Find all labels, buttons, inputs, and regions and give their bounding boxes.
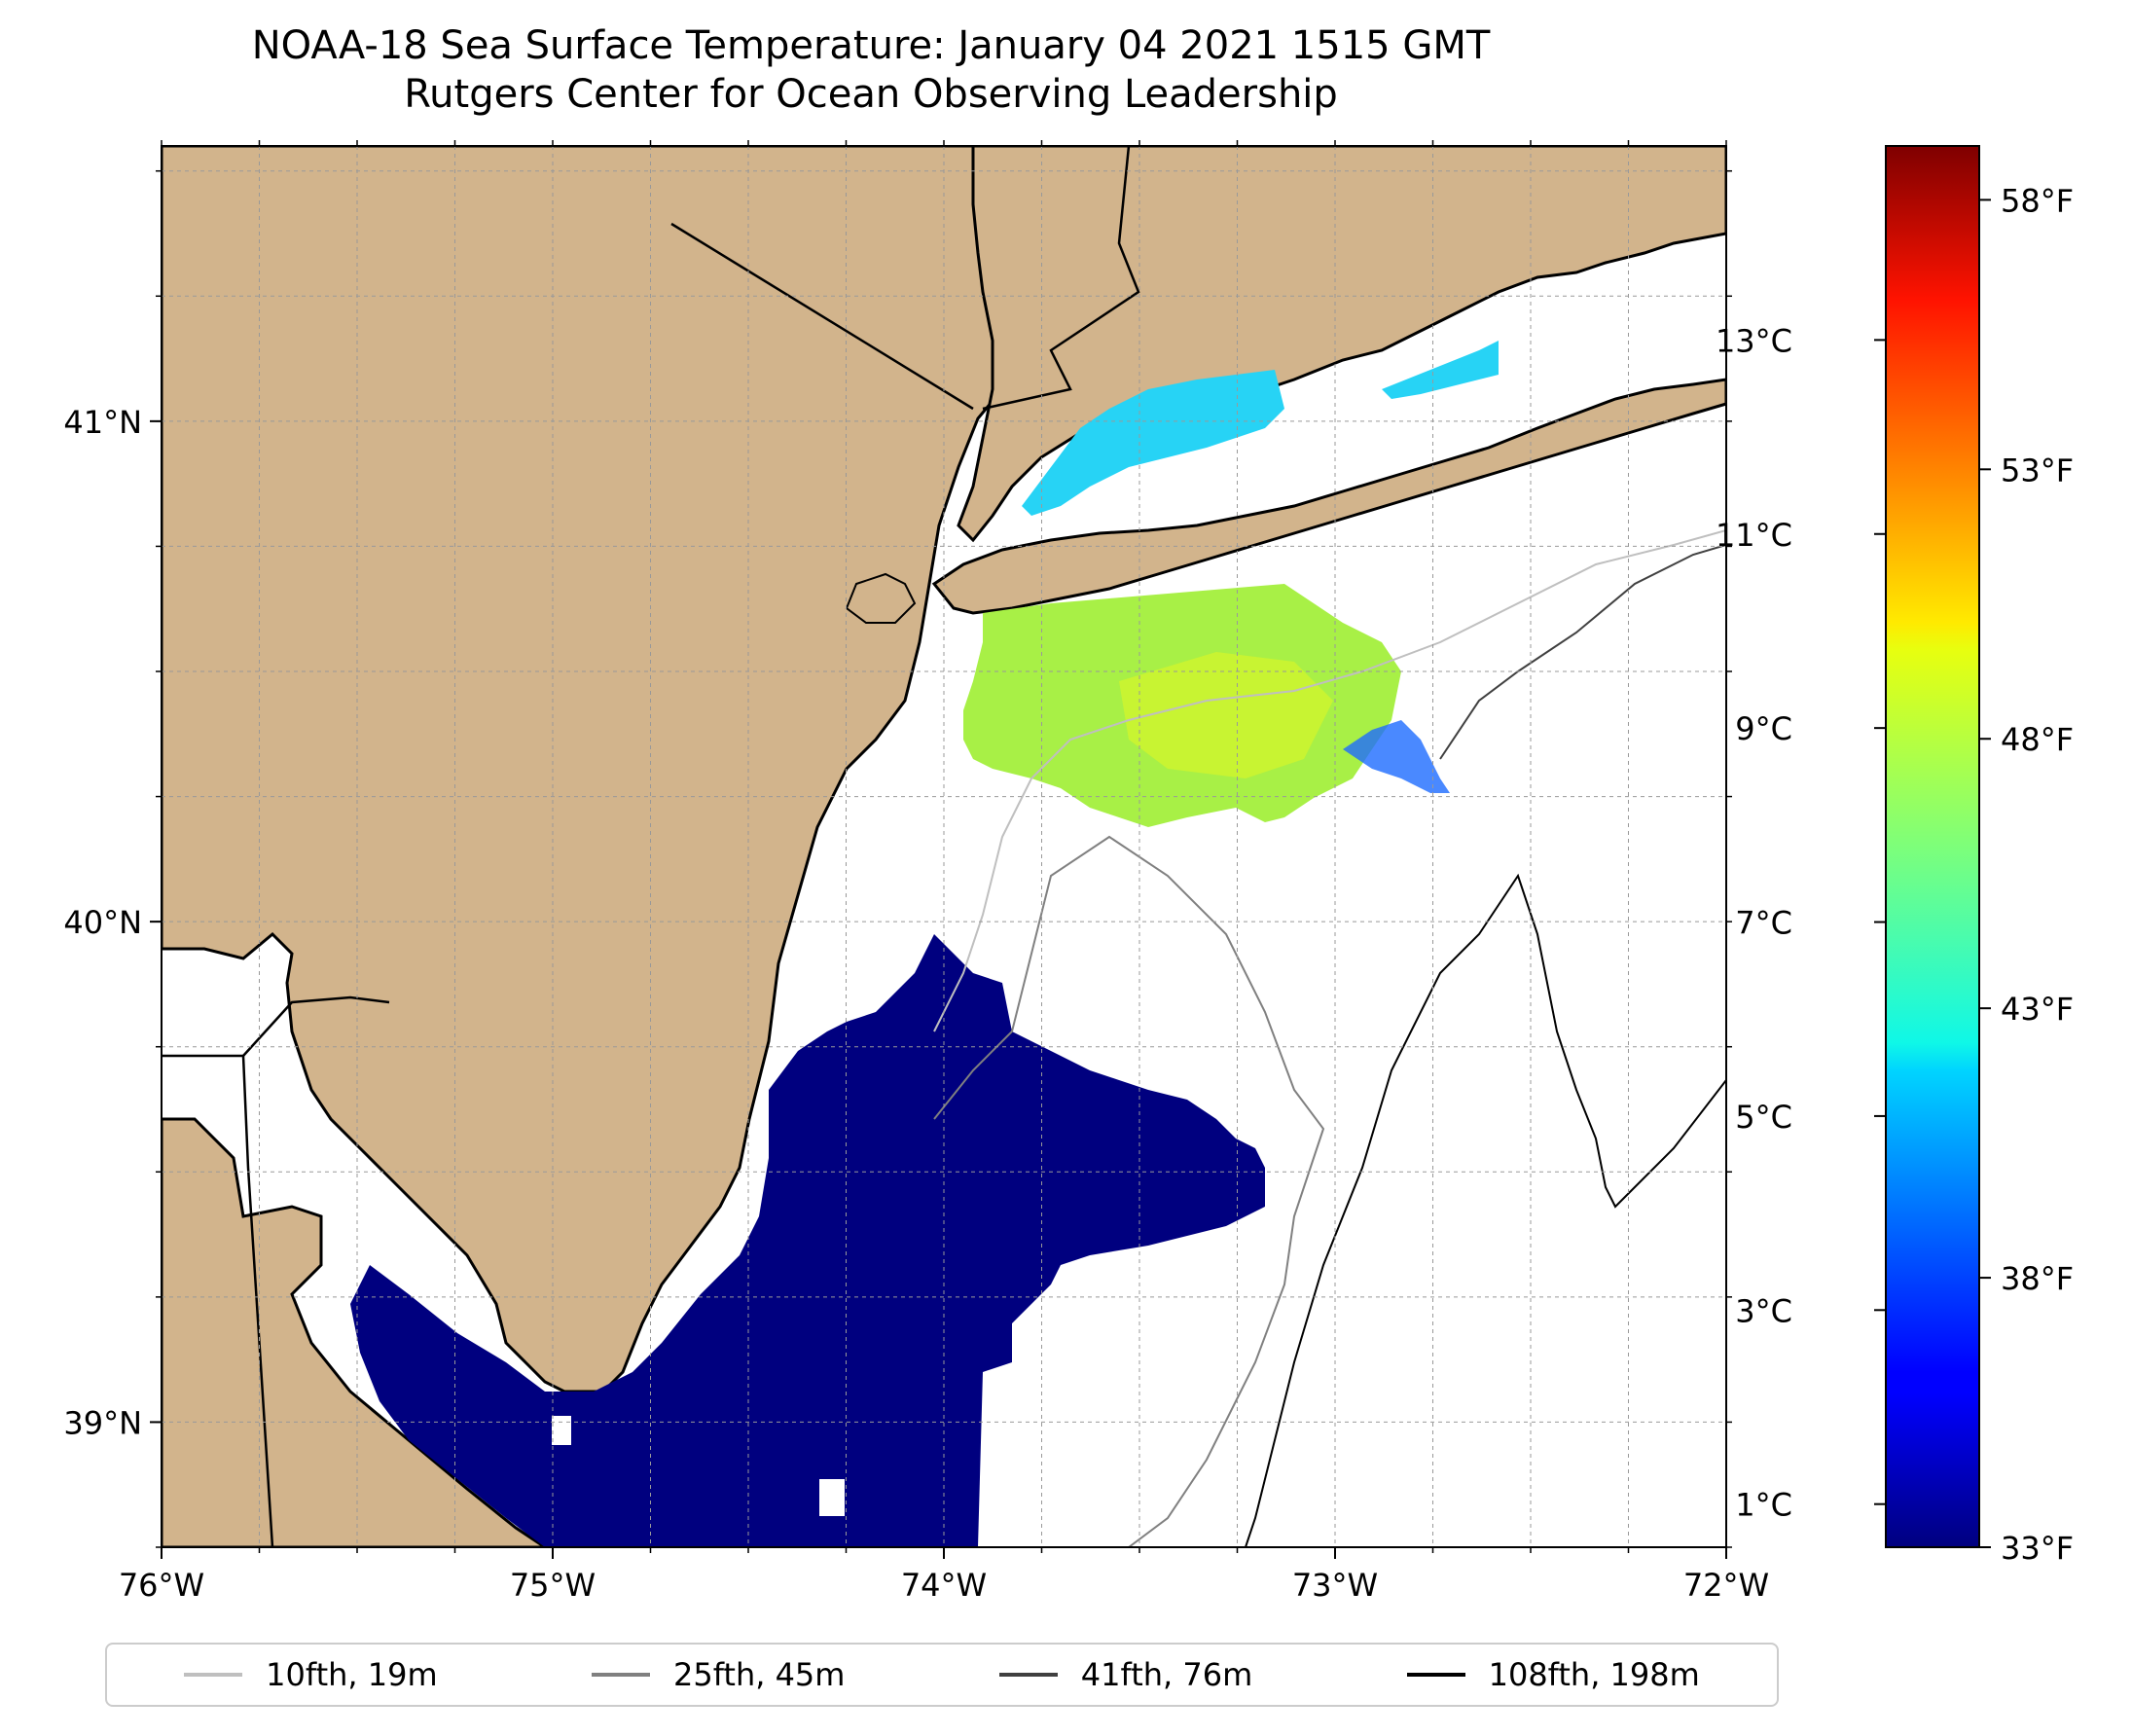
legend-line-swatch — [184, 1673, 243, 1677]
lon-tick-label: 73°W — [1292, 1567, 1378, 1604]
isobath-108fth — [1245, 873, 1726, 1547]
legend-label: 108fth, 198m — [1488, 1656, 1700, 1693]
colorbar-c-label: 5°C — [1735, 1099, 1792, 1136]
colorbar-f-label: 43°F — [2001, 991, 2074, 1028]
legend-line-swatch — [591, 1673, 650, 1677]
legend-item: 10fth, 19m — [184, 1656, 438, 1693]
isobath-25fth — [933, 835, 1325, 1547]
colorbar-f-label: 48°F — [2001, 721, 2074, 758]
sst-gap — [819, 1479, 845, 1516]
legend-label: 25fth, 45m — [672, 1656, 846, 1693]
legend-label: 41fth, 76m — [1080, 1656, 1253, 1693]
title-line-1: NOAA-18 Sea Surface Temperature: January… — [251, 23, 1491, 68]
colorbar-f-label: 53°F — [2001, 452, 2074, 488]
legend-label: 10fth, 19m — [266, 1656, 438, 1693]
map-axes: 76°W 75°W 74°W 73°W 72°W 41°N 40°N 39°N — [63, 140, 1769, 1604]
legend-line-swatch — [1406, 1673, 1465, 1677]
sst-long-island-sound — [1022, 370, 1284, 516]
map-canvas — [162, 146, 1726, 1547]
colorbar-c-label: 3°C — [1735, 1292, 1792, 1329]
colorbar-c-label: 13°C — [1716, 322, 1792, 359]
state-border-de-md — [162, 1054, 274, 1547]
land-new-jersey-mainland — [162, 146, 1131, 1393]
colorbar-ticks: 33°F 38°F 43°F 48°F 53°F 58°F 1°C 3°C 5°C 7°C 9°C 1… — [1716, 182, 2074, 1567]
isobath-10fth — [933, 529, 1726, 1032]
lat-tick-label: 39°N — [63, 1404, 142, 1441]
map-gridlines — [162, 146, 1726, 1547]
colorbar-c-label: 9°C — [1735, 710, 1792, 747]
lat-tick-label: 40°N — [63, 904, 142, 941]
state-border-ny-ct — [982, 146, 1140, 411]
lon-tick-label: 76°W — [119, 1567, 204, 1604]
sst-warm-patch-edge — [1343, 720, 1450, 793]
state-border-de-pa — [242, 995, 390, 1057]
lat-tick-label: 41°N — [63, 404, 142, 441]
sst-sound-east-patch — [1382, 341, 1499, 399]
legend-item: 25fth, 45m — [591, 1656, 846, 1693]
map-title: NOAA-18 Sea Surface Temperature: January… — [0, 21, 1742, 119]
colorbar-f-label: 33°F — [2001, 1530, 2074, 1567]
legend-line-swatch — [998, 1673, 1058, 1677]
land-staten-island — [845, 572, 917, 624]
state-border-ny-nj — [670, 222, 974, 411]
sst-warm-patch-core — [1119, 652, 1333, 778]
colorbar-c-label: 11°C — [1716, 517, 1792, 554]
isobath-41fth — [1439, 544, 1726, 760]
sst-gap — [552, 1416, 571, 1445]
land-delmarva — [162, 1117, 548, 1547]
lon-tick-label: 72°W — [1683, 1567, 1769, 1604]
lon-tick-label: 74°W — [901, 1567, 987, 1604]
title-line-2: Rutgers Center for Ocean Observing Leade… — [404, 72, 1338, 117]
colorbar-f-label: 38°F — [2001, 1260, 2074, 1297]
land-long-island — [931, 378, 1726, 615]
colorbar — [1885, 145, 1980, 1548]
lon-tick-label: 75°W — [510, 1567, 596, 1604]
sst-cold-shelf-water — [350, 934, 1265, 1547]
bathymetry-legend: 10fth, 19m 25fth, 45m 41fth, 76m 108fth, 19… — [105, 1643, 1779, 1707]
colorbar-f-label: 58°F — [2001, 182, 2074, 219]
legend-item: 108fth, 198m — [1406, 1656, 1700, 1693]
colorbar-c-label: 7°C — [1735, 905, 1792, 942]
colorbar-c-label: 1°C — [1735, 1487, 1792, 1524]
legend-item: 41fth, 76m — [998, 1656, 1253, 1693]
